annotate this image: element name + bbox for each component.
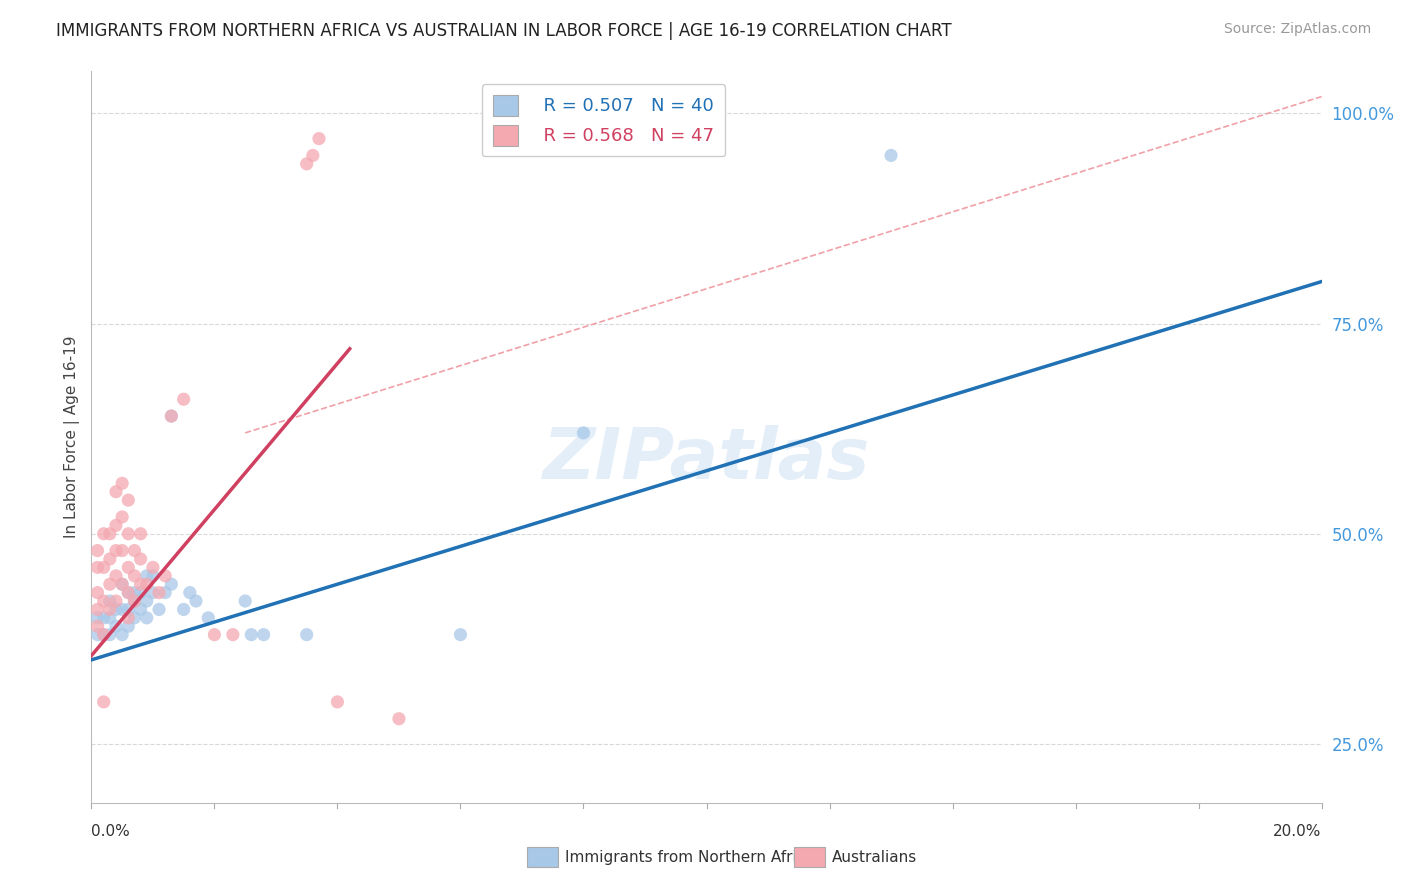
Point <box>240 627 263 641</box>
Point <box>111 577 134 591</box>
Point <box>142 585 165 599</box>
Point <box>449 627 471 641</box>
Point <box>117 493 139 508</box>
Point <box>105 594 127 608</box>
Point <box>135 569 157 583</box>
Point <box>111 577 134 591</box>
Point <box>117 560 139 574</box>
Point <box>111 627 134 641</box>
Point <box>98 627 121 641</box>
Point <box>93 627 115 641</box>
Point <box>160 409 183 423</box>
Point <box>135 611 157 625</box>
Point <box>111 602 134 616</box>
Text: Immigrants from Northern Africa: Immigrants from Northern Africa <box>565 850 815 864</box>
Point <box>117 585 139 599</box>
Point <box>117 602 139 616</box>
Point <box>111 476 134 491</box>
Point <box>148 585 170 599</box>
Point <box>86 619 108 633</box>
Point <box>129 526 152 541</box>
Point <box>86 602 108 616</box>
Point <box>117 619 139 633</box>
Point <box>93 611 115 625</box>
Text: Australians: Australians <box>832 850 918 864</box>
Point <box>572 425 595 440</box>
Point <box>222 627 245 641</box>
Point <box>880 148 903 162</box>
Point <box>173 602 195 616</box>
Point <box>105 569 127 583</box>
Point <box>173 392 195 407</box>
Point <box>326 695 349 709</box>
Point <box>202 627 225 641</box>
Point <box>93 627 115 641</box>
Y-axis label: In Labor Force | Age 16-19: In Labor Force | Age 16-19 <box>65 335 80 539</box>
Point <box>295 627 318 641</box>
Point <box>93 526 115 541</box>
Point <box>301 148 323 162</box>
Point <box>142 560 165 574</box>
Point <box>148 602 170 616</box>
Point <box>124 611 146 625</box>
Point <box>179 585 201 599</box>
Point <box>86 627 108 641</box>
Point <box>135 594 157 608</box>
Point <box>105 484 127 499</box>
Point <box>124 543 146 558</box>
Point <box>117 526 139 541</box>
Point <box>184 594 207 608</box>
Point <box>135 577 157 591</box>
Point <box>117 585 139 599</box>
Point <box>93 594 115 608</box>
Legend:   R = 0.507   N = 40,   R = 0.568   N = 47: R = 0.507 N = 40, R = 0.568 N = 47 <box>482 84 725 156</box>
Text: 0.0%: 0.0% <box>91 824 131 838</box>
Point <box>111 543 134 558</box>
Point <box>98 577 121 591</box>
Point <box>124 585 146 599</box>
Point <box>86 611 108 625</box>
Point <box>98 552 121 566</box>
Text: IMMIGRANTS FROM NORTHERN AFRICA VS AUSTRALIAN IN LABOR FORCE | AGE 16-19 CORRELA: IMMIGRANTS FROM NORTHERN AFRICA VS AUSTR… <box>56 22 952 40</box>
Point <box>142 569 165 583</box>
Point <box>86 560 108 574</box>
Text: Source: ZipAtlas.com: Source: ZipAtlas.com <box>1223 22 1371 37</box>
Point <box>105 619 127 633</box>
Point <box>124 594 146 608</box>
Point <box>253 627 276 641</box>
Point <box>124 569 146 583</box>
Point <box>129 585 152 599</box>
Point <box>160 409 183 423</box>
Point <box>160 577 183 591</box>
Point <box>153 585 177 599</box>
Text: 20.0%: 20.0% <box>1274 824 1322 838</box>
Point <box>98 611 121 625</box>
Point <box>308 131 330 145</box>
Point <box>93 695 115 709</box>
Point <box>153 569 177 583</box>
Point <box>98 594 121 608</box>
Point <box>295 157 318 171</box>
Point <box>129 552 152 566</box>
Point <box>105 602 127 616</box>
Point <box>129 602 152 616</box>
Point <box>98 526 121 541</box>
Point <box>233 594 256 608</box>
Point <box>124 594 146 608</box>
Point <box>197 611 219 625</box>
Text: ZIPatlas: ZIPatlas <box>543 425 870 493</box>
Point <box>86 543 108 558</box>
Point <box>388 712 411 726</box>
Point <box>105 518 127 533</box>
Point <box>93 560 115 574</box>
Point <box>98 602 121 616</box>
Point <box>129 577 152 591</box>
Point <box>111 510 134 524</box>
Point <box>117 611 139 625</box>
Point <box>86 585 108 599</box>
Point <box>105 543 127 558</box>
